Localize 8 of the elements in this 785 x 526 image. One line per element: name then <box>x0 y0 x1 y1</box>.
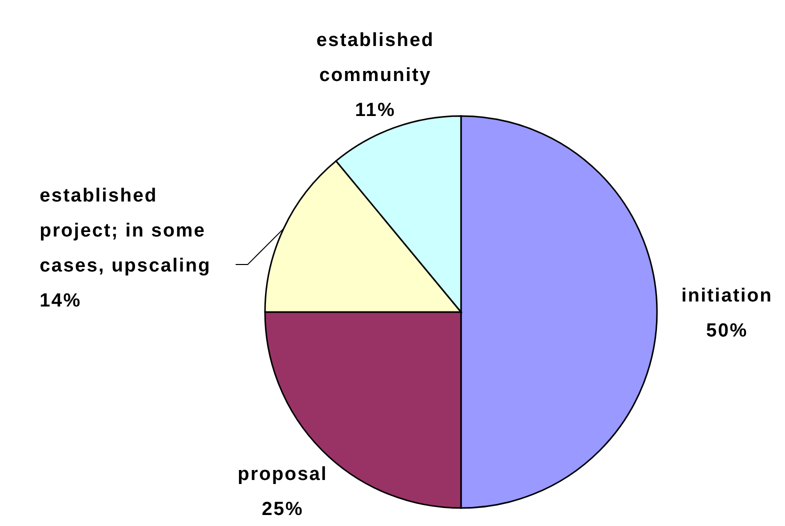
data-label: 50% <box>706 320 748 342</box>
data-label: 14% <box>40 290 82 312</box>
slice-label: proposal <box>238 464 328 485</box>
slice-label: initiation <box>681 286 773 306</box>
data-label: 11% <box>354 100 396 121</box>
slice-label: established project; in some cases, upscaling <box>40 186 211 277</box>
data-label: 25% <box>262 498 304 520</box>
slice-label: established community <box>316 30 434 86</box>
